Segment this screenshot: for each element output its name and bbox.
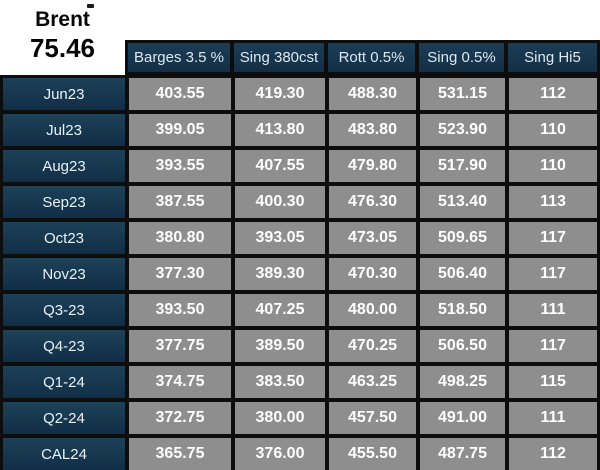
column-header: Sing Hi5 — [508, 43, 597, 72]
price-cell: 365.75 — [129, 438, 231, 470]
row-label: Nov23 — [3, 258, 125, 290]
row-label: Q4-23 — [3, 330, 125, 362]
row-label: Q1-24 — [3, 366, 125, 398]
price-cell: 374.75 — [129, 366, 231, 398]
price-cell: 509.65 — [420, 222, 505, 254]
price-cell: 470.25 — [329, 330, 416, 362]
price-cell: 112 — [509, 438, 597, 470]
row-label: Oct23 — [3, 222, 125, 254]
price-cell: 113 — [509, 186, 597, 218]
price-cell: 111 — [509, 402, 597, 434]
price-cell: 112 — [509, 78, 597, 110]
row-label: Sep23 — [3, 186, 125, 218]
price-cell: 377.75 — [129, 330, 231, 362]
price-cell: 399.05 — [129, 114, 231, 146]
price-cell: 491.00 — [420, 402, 505, 434]
price-cell: 506.40 — [420, 258, 505, 290]
price-table: Jun23 403.55 419.30 488.30 531.15 112 Jul23 399… — [0, 75, 600, 470]
row-label: Q2-24 — [3, 402, 125, 434]
row-label: Aug23 — [3, 150, 125, 182]
price-cell: 531.15 — [420, 78, 505, 110]
price-cell: 419.30 — [235, 78, 325, 110]
row-label: Q3-23 — [3, 294, 125, 326]
price-cell: 111 — [509, 294, 597, 326]
price-cell: 377.30 — [129, 258, 231, 290]
column-header: Rott 0.5% — [328, 43, 415, 72]
price-cell: 115 — [509, 366, 597, 398]
price-cell: 372.75 — [129, 402, 231, 434]
price-cell: 413.80 — [235, 114, 325, 146]
price-cell: 117 — [509, 258, 597, 290]
price-cell: 488.30 — [329, 78, 416, 110]
commodity-name: Brent — [35, 8, 90, 31]
price-cell: 407.55 — [235, 150, 325, 182]
row-label: CAL24 — [3, 438, 125, 470]
price-cell: 110 — [509, 150, 597, 182]
price-cell: 110 — [509, 114, 597, 146]
price-cell: 393.55 — [129, 150, 231, 182]
row-label: Jul23 — [3, 114, 125, 146]
price-cell: 487.75 — [420, 438, 505, 470]
price-cell: 403.55 — [129, 78, 231, 110]
price-cell: 518.50 — [420, 294, 505, 326]
price-cell: 457.50 — [329, 402, 416, 434]
price-cell: 506.50 — [420, 330, 505, 362]
column-header: Barges 3.5 % — [128, 43, 230, 72]
cropped-artifact — [87, 4, 94, 8]
price-cell: 400.30 — [235, 186, 325, 218]
price-cell: 389.50 — [235, 330, 325, 362]
column-header: Sing 0.5% — [419, 43, 504, 72]
price-cell: 376.00 — [235, 438, 325, 470]
price-cell: 498.25 — [420, 366, 505, 398]
price-cell: 117 — [509, 330, 597, 362]
price-cell: 407.25 — [235, 294, 325, 326]
row-label: Jun23 — [3, 78, 125, 110]
commodity-price: 75.46 — [29, 33, 96, 64]
price-cell: 389.30 — [235, 258, 325, 290]
price-cell: 393.05 — [235, 222, 325, 254]
column-header: Sing 380cst — [234, 43, 324, 72]
price-cell: 476.30 — [329, 186, 416, 218]
price-cell: 513.40 — [420, 186, 505, 218]
price-cell: 383.50 — [235, 366, 325, 398]
price-cell: 463.25 — [329, 366, 416, 398]
price-cell: 483.80 — [329, 114, 416, 146]
price-cell: 480.00 — [329, 294, 416, 326]
price-cell: 523.90 — [420, 114, 505, 146]
price-cell: 473.05 — [329, 222, 416, 254]
price-cell: 517.90 — [420, 150, 505, 182]
top-section: Brent 75.46 Barges 3.5 % Sing 380cst Rott … — [0, 0, 600, 75]
price-cell: 387.55 — [129, 186, 231, 218]
commodity-block: Brent 75.46 — [0, 0, 125, 75]
column-header-row: Barges 3.5 % Sing 380cst Rott 0.5% Sing 0.5… — [125, 40, 600, 75]
price-cell: 470.30 — [329, 258, 416, 290]
price-cell: 479.80 — [329, 150, 416, 182]
price-cell: 380.80 — [129, 222, 231, 254]
price-cell: 393.50 — [129, 294, 231, 326]
price-cell: 380.00 — [235, 402, 325, 434]
price-cell: 455.50 — [329, 438, 416, 470]
price-cell: 117 — [509, 222, 597, 254]
